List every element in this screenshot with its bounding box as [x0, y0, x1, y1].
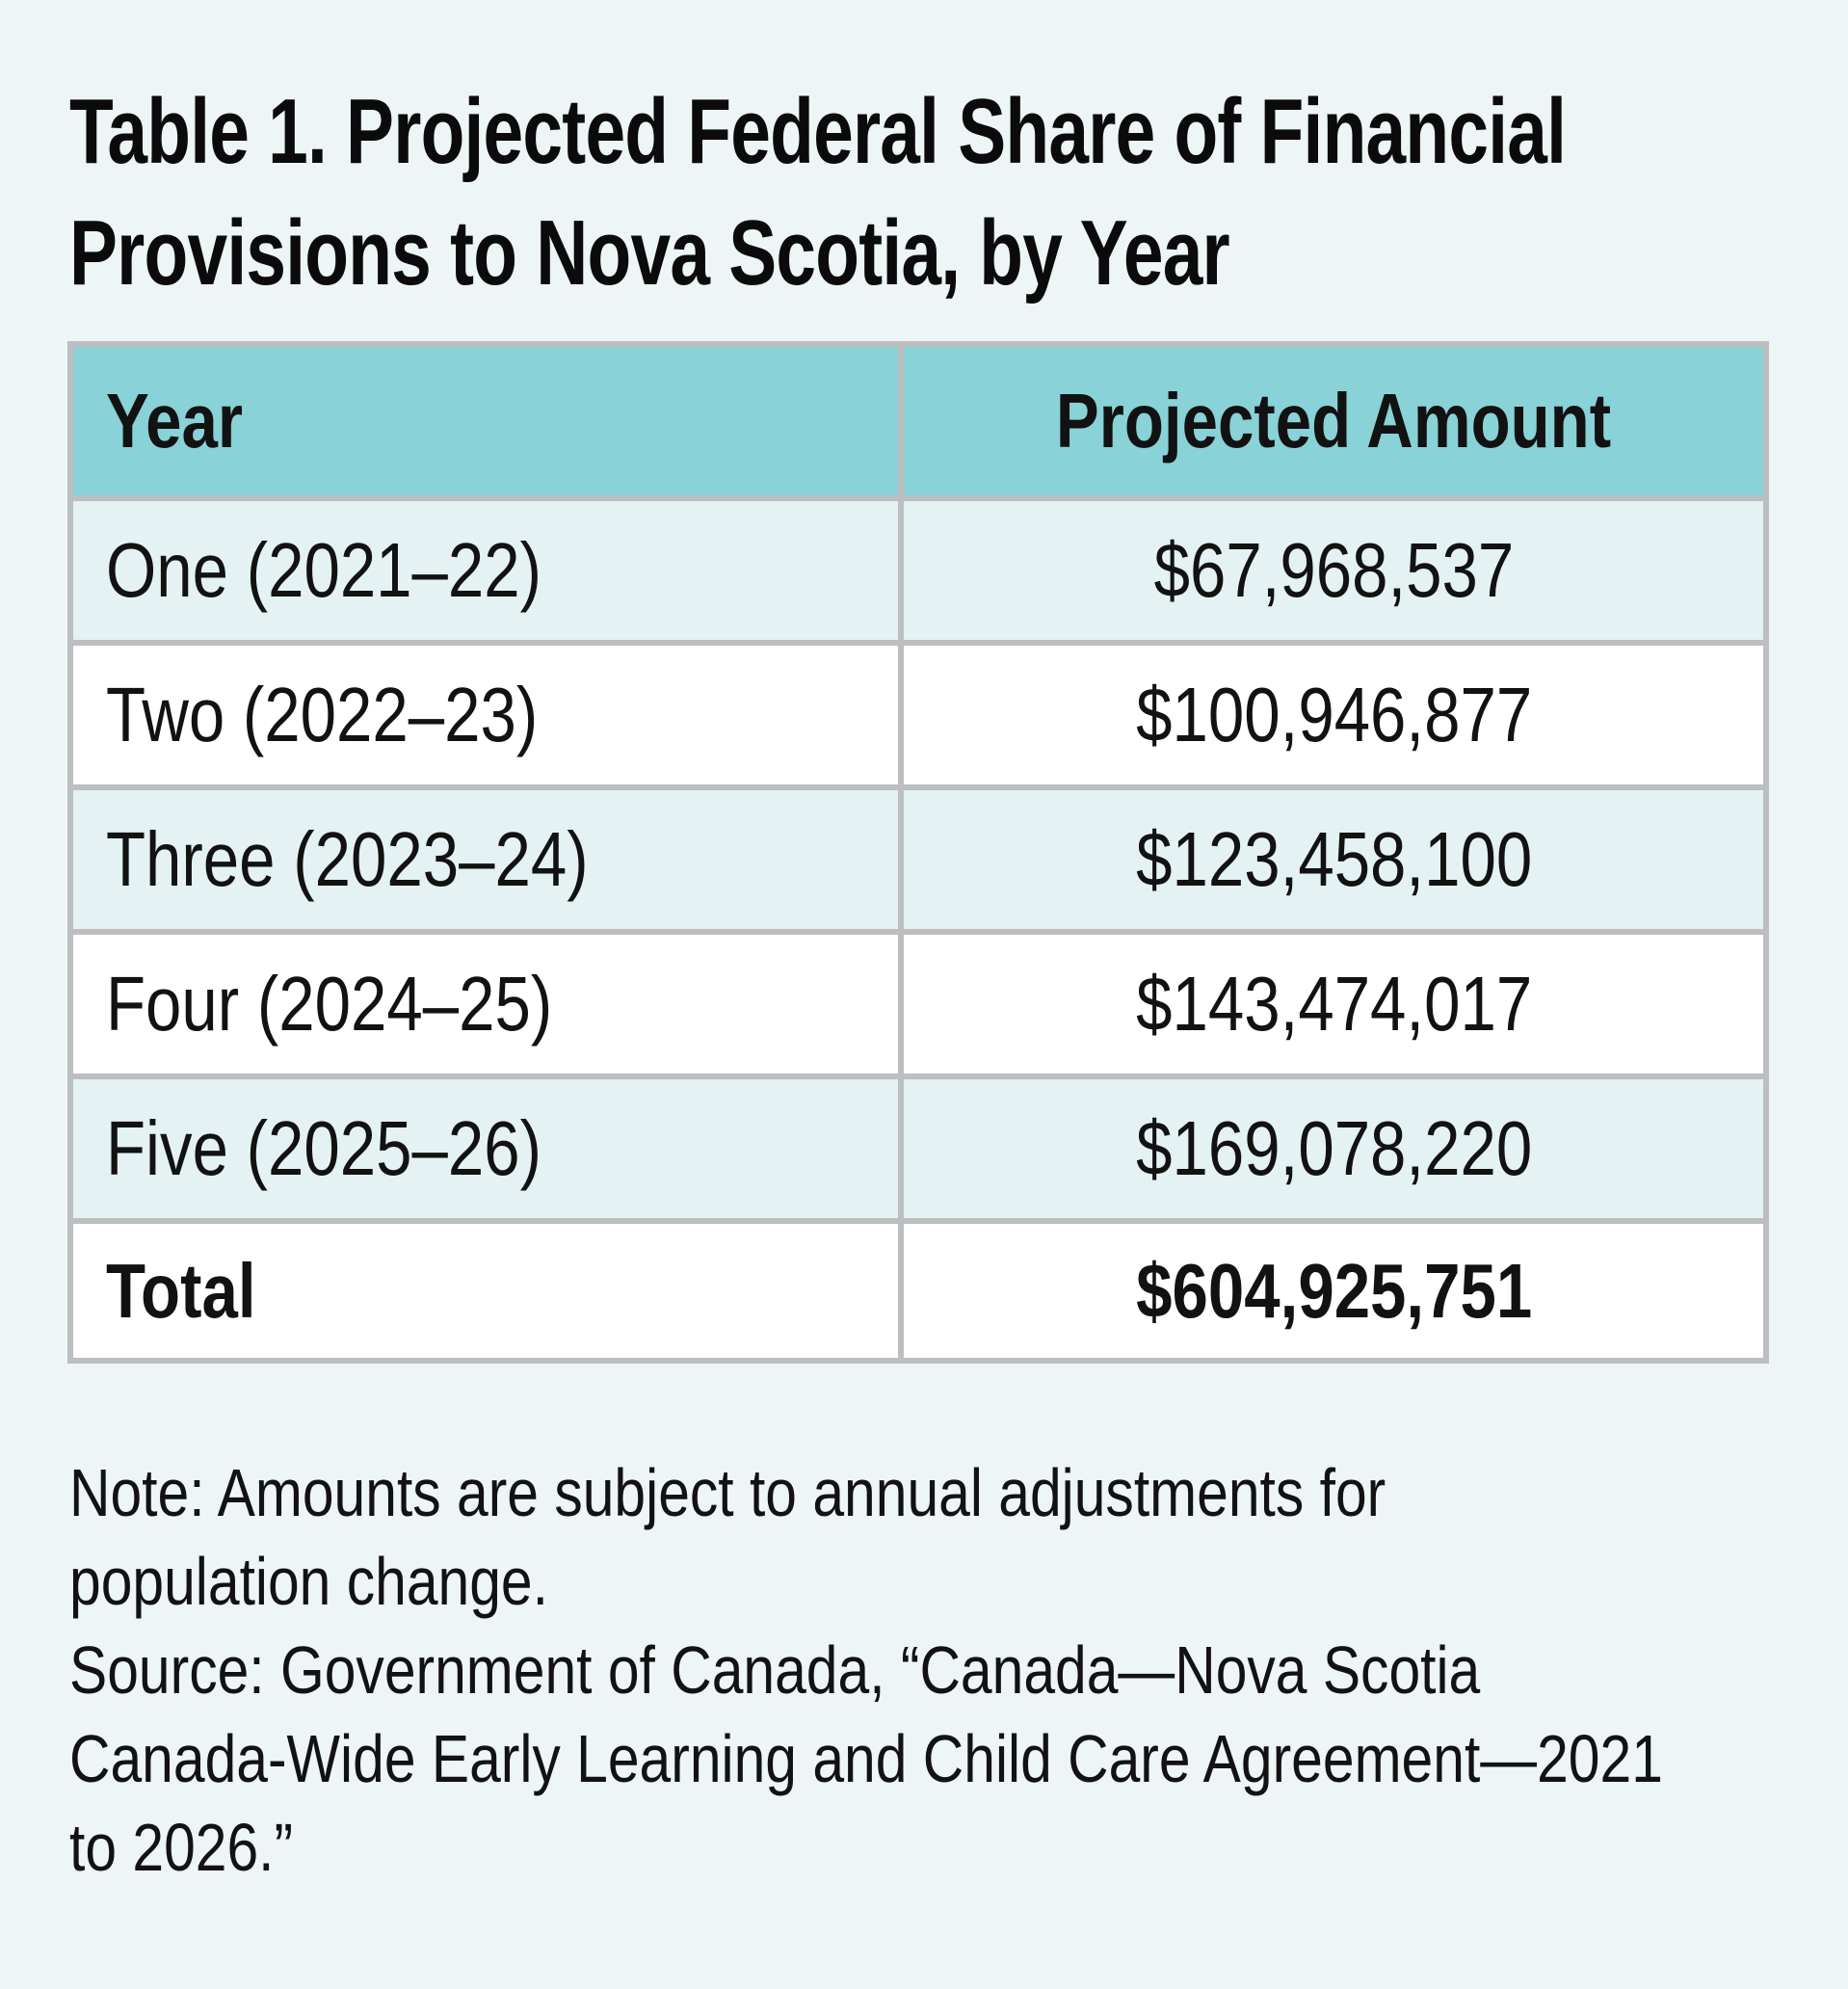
table-row: One (2021–22) $67,968,537	[66, 495, 1769, 646]
footnote-line: Note: Amounts are subject to annual adju…	[69, 1448, 1809, 1537]
footnote-line: Canada-Wide Early Learning and Child Car…	[69, 1714, 1809, 1803]
year-value: Five (2025–26)	[106, 1105, 541, 1191]
table-title-line-2: Provisions to Nova Scotia, by Year	[69, 201, 1230, 305]
footnote: Note: Amounts are subject to annual adju…	[69, 1448, 1809, 1892]
amount-cell: $67,968,537	[898, 495, 1769, 646]
total-row: Total $604,925,751	[66, 1218, 1769, 1364]
year-cell: Two (2022–23)	[66, 640, 905, 790]
table-row: Two (2022–23) $100,946,877	[66, 640, 1769, 790]
header-cell-projected-amount: Projected Amount	[898, 341, 1769, 501]
table-row: Three (2023–24) $123,458,100	[66, 784, 1769, 935]
table-row: Four (2024–25) $143,474,017	[66, 929, 1769, 1079]
year-value: One (2021–22)	[106, 527, 542, 613]
header-cell-year: Year	[66, 341, 905, 501]
footnote-text: Source: Government of Canada, “Canada—No…	[69, 1632, 1481, 1708]
year-value: Four (2024–25)	[106, 961, 553, 1047]
year-cell: One (2021–22)	[66, 495, 905, 646]
amount-value: $123,458,100	[1135, 816, 1532, 902]
footnote-line: population change.	[69, 1537, 1809, 1626]
total-label: Total	[106, 1247, 256, 1334]
header-year-label: Year	[106, 378, 244, 464]
footnote-line: Source: Government of Canada, “Canada—No…	[69, 1626, 1809, 1714]
amount-cell: $169,078,220	[898, 1074, 1769, 1224]
projected-amounts-table-wrap: Year Projected Amount One (2021–22) $67,…	[66, 341, 1769, 1364]
total-amount: $604,925,751	[1135, 1247, 1532, 1334]
projected-amounts-table: Year Projected Amount One (2021–22) $67,…	[66, 341, 1769, 1364]
year-value: Three (2023–24)	[106, 816, 589, 902]
table-row: Five (2025–26) $169,078,220	[66, 1074, 1769, 1224]
amount-value: $67,968,537	[1153, 527, 1515, 613]
year-value: Two (2022–23)	[106, 672, 539, 757]
amount-cell: $123,458,100	[898, 784, 1769, 935]
table-title: Table 1. Projected Federal Share of Fina…	[69, 71, 1809, 314]
total-label-cell: Total	[66, 1218, 905, 1364]
table-header: Year Projected Amount	[66, 341, 1769, 501]
header-row: Year Projected Amount	[66, 341, 1769, 501]
year-cell: Four (2024–25)	[66, 929, 905, 1079]
footnote-text: population change.	[69, 1544, 548, 1619]
amount-value: $100,946,877	[1135, 672, 1532, 757]
page: Table 1. Projected Federal Share of Fina…	[0, 71, 1848, 1892]
table-title-line-1: Table 1. Projected Federal Share of Fina…	[69, 80, 1567, 183]
amount-value: $169,078,220	[1135, 1105, 1532, 1191]
year-cell: Five (2025–26)	[66, 1074, 905, 1224]
footnote-text: to 2026.”	[69, 1810, 294, 1885]
footnote-text: Canada-Wide Early Learning and Child Car…	[69, 1721, 1663, 1796]
footnote-line: to 2026.”	[69, 1803, 1809, 1892]
amount-value: $143,474,017	[1135, 961, 1532, 1047]
total-amount-cell: $604,925,751	[898, 1218, 1769, 1364]
amount-cell: $143,474,017	[898, 929, 1769, 1079]
footnote-text: Note: Amounts are subject to annual adju…	[69, 1455, 1386, 1530]
year-cell: Three (2023–24)	[66, 784, 905, 935]
table-body: One (2021–22) $67,968,537 Two (2022–23) …	[66, 495, 1769, 1364]
amount-cell: $100,946,877	[898, 640, 1769, 790]
header-projected-amount-label: Projected Amount	[1056, 378, 1612, 464]
